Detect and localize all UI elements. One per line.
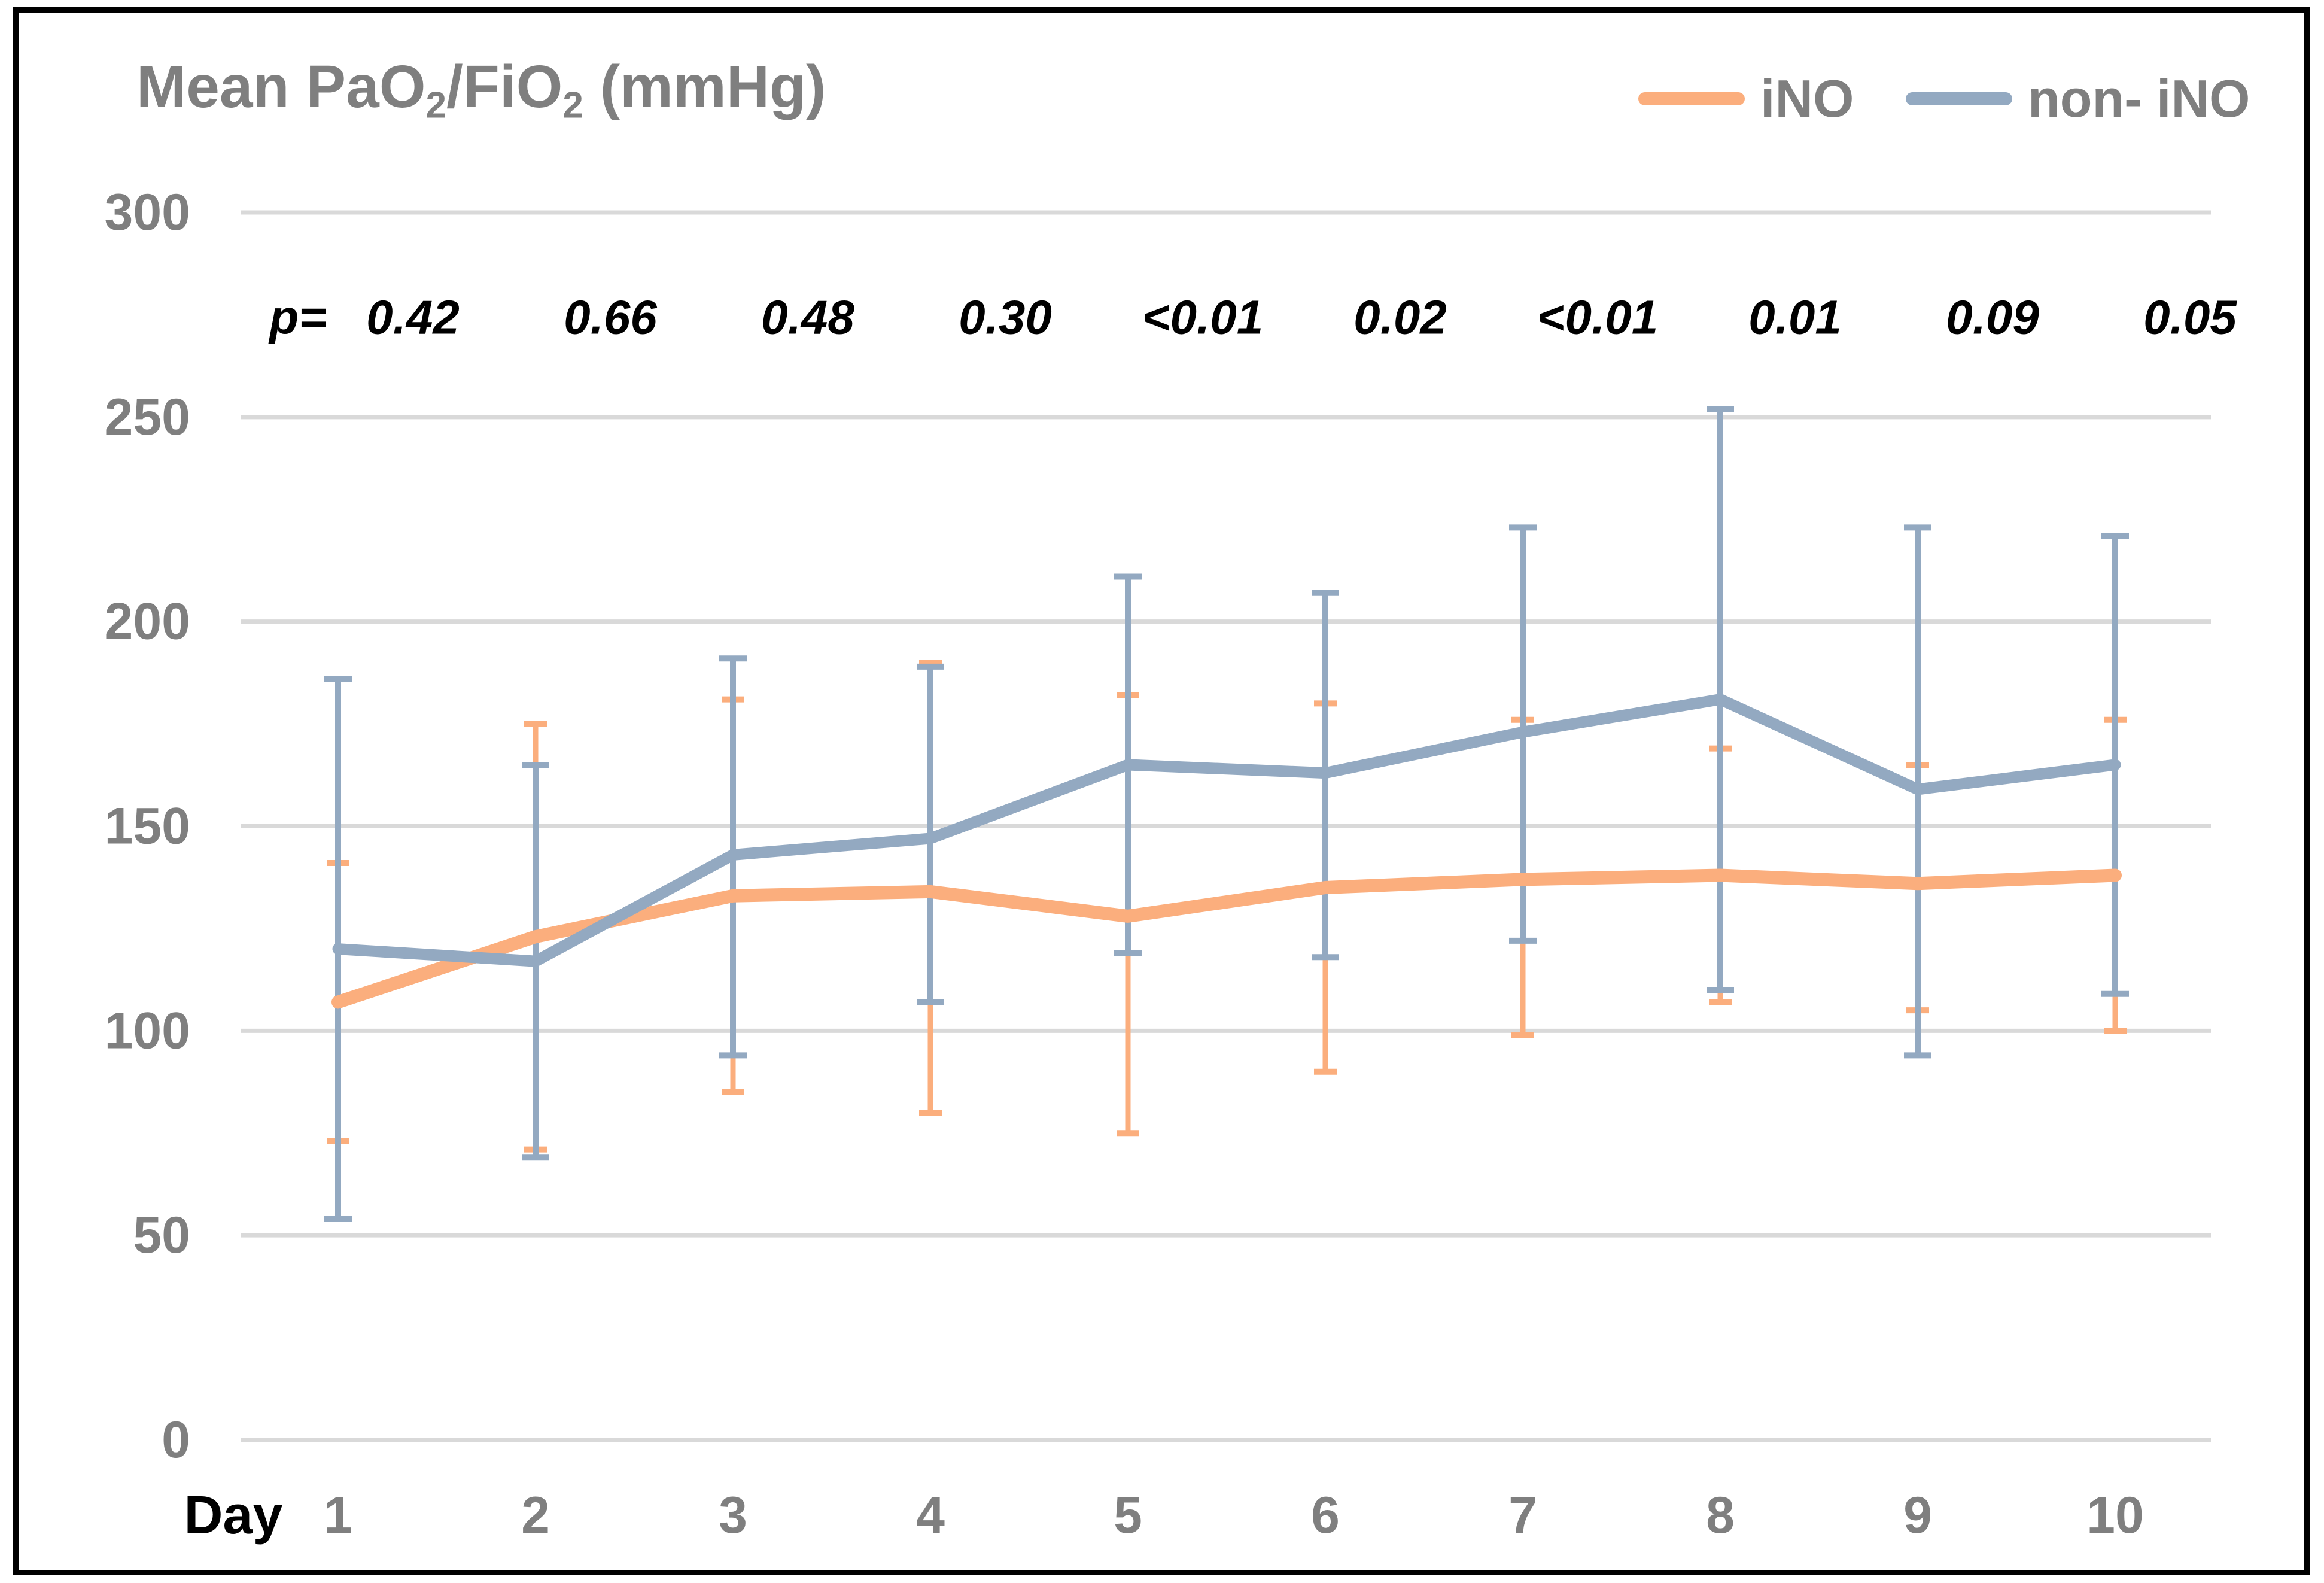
p-value: <0.01 xyxy=(1142,291,1263,344)
y-tick-label: 150 xyxy=(105,798,191,855)
x-tick-label: 9 xyxy=(1903,1487,1932,1544)
p-value: 0.66 xyxy=(564,291,657,344)
legend-item-non-ino: non- iNO xyxy=(1906,66,2250,132)
x-tick-label: 3 xyxy=(719,1487,747,1544)
y-tick-label: 200 xyxy=(105,593,191,651)
x-tick-label: 5 xyxy=(1114,1487,1142,1544)
p-value: 0.09 xyxy=(1946,291,2039,344)
x-tick-label: 7 xyxy=(1508,1487,1537,1544)
p-value: 0.05 xyxy=(2143,291,2237,344)
series-line-ino xyxy=(331,868,2122,1009)
legend-label-non-ino: non- iNO xyxy=(2028,69,2250,128)
p-value: 0.30 xyxy=(959,291,1052,344)
p-row-prefix: p= xyxy=(268,291,327,344)
y-tick-label: 300 xyxy=(105,184,191,241)
series-line-non-ino xyxy=(332,694,2121,967)
y-tick-label: 250 xyxy=(105,388,191,446)
x-tick-label: 6 xyxy=(1311,1487,1340,1544)
p-value: 0.42 xyxy=(366,291,460,344)
x-tick-label: 2 xyxy=(521,1487,550,1544)
p-value: 0.02 xyxy=(1353,291,1447,344)
chart-title: Mean PaO2/FiO2 (mmHg) xyxy=(136,53,826,126)
legend-swatch-non-ino xyxy=(1906,92,2012,105)
x-tick-label: 10 xyxy=(2086,1487,2144,1544)
x-axis-title: Day xyxy=(184,1485,282,1545)
y-tick-label: 50 xyxy=(133,1207,190,1264)
x-tick-label: 8 xyxy=(1706,1487,1735,1544)
legend-item-ino: iNO xyxy=(1638,66,1854,132)
x-tick-label: 1 xyxy=(324,1487,352,1544)
legend-label-ino: iNO xyxy=(1760,69,1854,128)
legend-swatch-ino xyxy=(1638,92,1745,105)
p-value: <0.01 xyxy=(1537,291,1658,344)
p-value: 0.01 xyxy=(1748,291,1842,344)
y-tick-label: 0 xyxy=(162,1411,190,1469)
x-tick-label: 4 xyxy=(916,1487,945,1544)
p-value: 0.48 xyxy=(761,291,854,344)
y-tick-label: 100 xyxy=(105,1002,191,1059)
